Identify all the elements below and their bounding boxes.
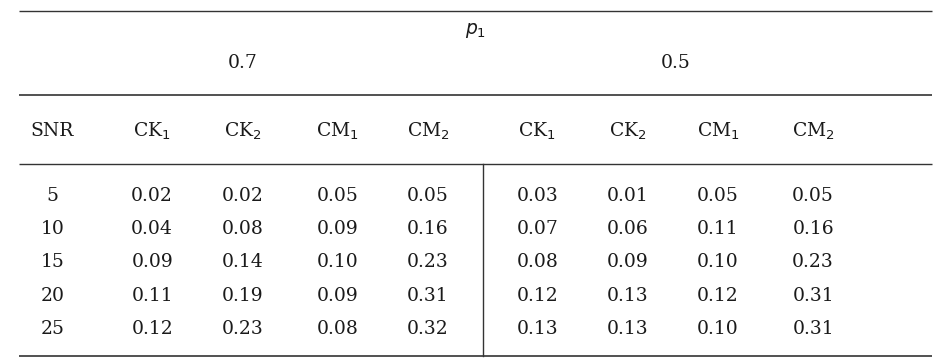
- Text: 0.01: 0.01: [607, 187, 649, 205]
- Text: 0.10: 0.10: [697, 320, 739, 338]
- Text: 10: 10: [40, 220, 65, 238]
- Text: CM$_2$: CM$_2$: [791, 121, 835, 142]
- Text: 0.07: 0.07: [516, 220, 558, 238]
- Text: CK$_1$: CK$_1$: [518, 121, 556, 142]
- Text: 0.16: 0.16: [407, 220, 449, 238]
- Text: CM$_1$: CM$_1$: [316, 121, 359, 142]
- Text: 0.31: 0.31: [792, 287, 834, 305]
- Text: 0.10: 0.10: [317, 253, 359, 271]
- Text: 0.12: 0.12: [697, 287, 739, 305]
- Text: 0.09: 0.09: [131, 253, 173, 271]
- Text: 0.04: 0.04: [131, 220, 173, 238]
- Text: 0.31: 0.31: [407, 287, 449, 305]
- Text: 0.13: 0.13: [607, 320, 649, 338]
- Text: CK$_2$: CK$_2$: [609, 121, 647, 142]
- Text: 0.23: 0.23: [222, 320, 263, 338]
- Text: 0.10: 0.10: [697, 253, 739, 271]
- Text: 0.19: 0.19: [222, 287, 263, 305]
- Text: 0.08: 0.08: [222, 220, 263, 238]
- Text: 0.09: 0.09: [317, 220, 359, 238]
- Text: 0.7: 0.7: [227, 54, 258, 72]
- Text: 0.05: 0.05: [697, 187, 739, 205]
- Text: 25: 25: [40, 320, 65, 338]
- Text: 0.09: 0.09: [607, 253, 649, 271]
- Text: SNR: SNR: [30, 122, 74, 140]
- Text: 0.05: 0.05: [317, 187, 359, 205]
- Text: CM$_1$: CM$_1$: [696, 121, 740, 142]
- Text: 0.23: 0.23: [792, 253, 834, 271]
- Text: 0.16: 0.16: [792, 220, 834, 238]
- Text: 0.09: 0.09: [317, 287, 359, 305]
- Text: 0.02: 0.02: [131, 187, 173, 205]
- Text: $p_1$: $p_1$: [465, 21, 486, 40]
- Text: 20: 20: [40, 287, 65, 305]
- Text: 0.06: 0.06: [607, 220, 649, 238]
- Text: 0.23: 0.23: [407, 253, 449, 271]
- Text: 0.12: 0.12: [516, 287, 558, 305]
- Text: CK$_1$: CK$_1$: [133, 121, 171, 142]
- Text: 0.13: 0.13: [607, 287, 649, 305]
- Text: 5: 5: [47, 187, 58, 205]
- Text: 0.08: 0.08: [516, 253, 558, 271]
- Text: 0.13: 0.13: [516, 320, 558, 338]
- Text: 0.32: 0.32: [407, 320, 449, 338]
- Text: 0.11: 0.11: [697, 220, 739, 238]
- Text: 0.05: 0.05: [792, 187, 834, 205]
- Text: 15: 15: [40, 253, 65, 271]
- Text: 0.02: 0.02: [222, 187, 263, 205]
- Text: 0.14: 0.14: [222, 253, 263, 271]
- Text: CM$_2$: CM$_2$: [406, 121, 450, 142]
- Text: 0.12: 0.12: [131, 320, 173, 338]
- Text: CK$_2$: CK$_2$: [223, 121, 262, 142]
- Text: 0.08: 0.08: [317, 320, 359, 338]
- Text: 0.31: 0.31: [792, 320, 834, 338]
- Text: 0.03: 0.03: [516, 187, 558, 205]
- Text: 0.05: 0.05: [407, 187, 449, 205]
- Text: 0.11: 0.11: [131, 287, 173, 305]
- Text: 0.5: 0.5: [660, 54, 690, 72]
